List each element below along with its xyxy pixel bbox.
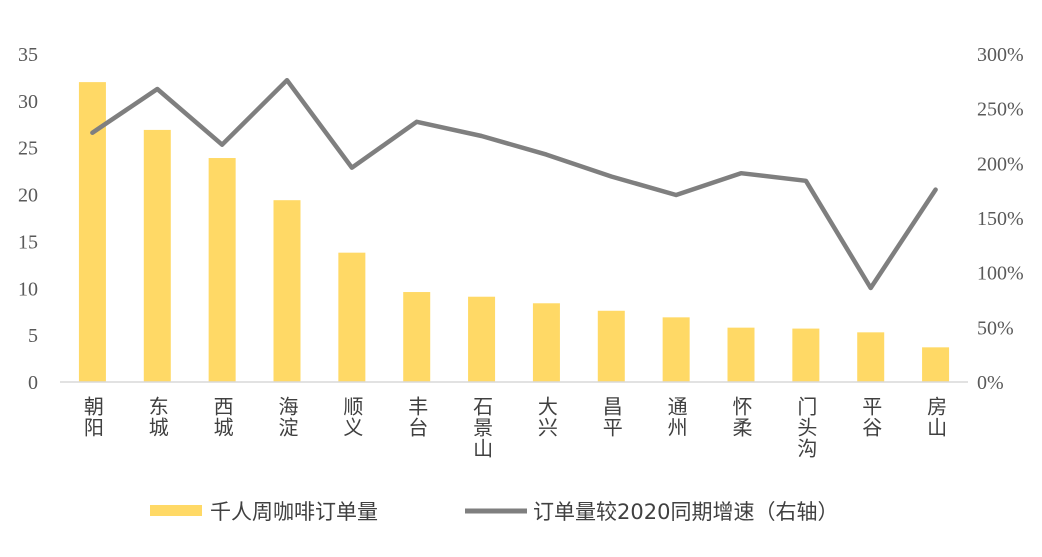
growth-line-point [804,179,808,183]
category-label: 大兴 [534,396,558,438]
bar-平谷 [857,332,885,382]
y-right-tick-label: 200% [977,153,1024,175]
category-label: 海淀 [275,396,299,438]
category-label: 平谷 [859,396,883,438]
growth-line-point [739,171,743,175]
category-label: 怀柔 [729,396,753,438]
growth-line-point [934,188,938,192]
y-right-tick-label: 0% [977,372,1004,394]
y-left-tick-label: 5 [28,325,38,347]
growth-line [90,77,938,291]
bar-顺义 [338,252,366,382]
category-label: 西城 [210,396,234,438]
bar-昌平 [597,310,625,382]
bar-怀柔 [727,327,755,382]
bar-石景山 [468,296,496,382]
category-label: 门头沟 [794,396,818,459]
growth-line-point [285,78,289,82]
bar-房山 [922,347,950,382]
bar-东城 [143,129,171,382]
growth-line-point [350,166,354,170]
bar-海淀 [273,200,301,382]
category-label: 东城 [145,396,169,438]
legend-bar-swatch [150,505,202,516]
legend-line-label: 订单量较2020同期增速（右轴） [533,500,838,524]
bar-门头沟 [792,328,820,382]
y-right-tick-label: 50% [977,317,1014,339]
growth-line-point [90,131,94,135]
bar-大兴 [532,303,560,382]
y-left-tick-label: 0 [28,372,38,394]
category-label: 房山 [924,396,948,438]
y-left-tick-label: 15 [18,231,38,253]
category-label: 顺义 [340,396,364,438]
y-left-tick-label: 35 [18,44,38,66]
growth-line-point [220,143,224,147]
y-right-tick-label: 250% [977,99,1024,121]
category-label: 朝阳 [80,396,104,438]
y-left-tick-label: 20 [18,185,38,207]
category-label: 石景山 [470,396,494,459]
bar-丰台 [403,292,431,382]
category-label: 通州 [664,396,688,438]
bar-通州 [662,317,690,382]
y-left-tick-label: 30 [18,91,38,113]
growth-line-point [415,120,419,124]
bar-西城 [208,158,236,382]
growth-line-point [480,134,484,138]
y-left-tick-label: 25 [18,138,38,160]
y-right-tick-label: 300% [977,44,1024,66]
y-right-tick-label: 100% [977,263,1024,285]
growth-line-point [869,286,873,290]
category-label: 昌平 [599,396,623,438]
legend-bar-label: 千人周咖啡订单量 [210,500,378,524]
growth-line-point [609,174,613,178]
category-label: 丰台 [405,396,429,438]
growth-line-point [155,87,159,91]
growth-line-point [674,193,678,197]
y-left-tick-label: 10 [18,278,38,300]
y-right-tick-label: 150% [977,208,1024,230]
growth-line-point [544,153,548,157]
